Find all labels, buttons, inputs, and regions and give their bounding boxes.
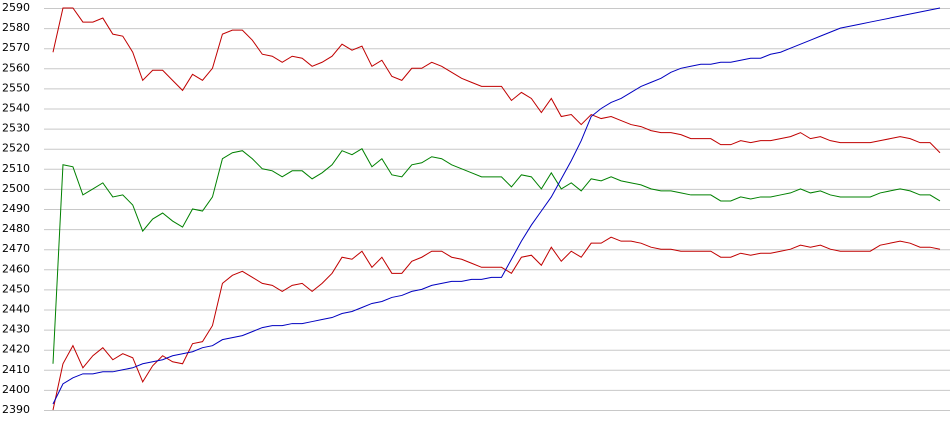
y-tick-label: 2450 [2,282,30,295]
y-tick-label: 2530 [2,122,30,135]
y-tick-label: 2560 [2,61,30,74]
y-tick-label: 2400 [2,383,30,396]
y-tick-label: 2410 [2,363,30,376]
y-tick-label: 2420 [2,343,30,356]
y-tick-label: 2390 [2,403,30,416]
y-tick-label: 2550 [2,81,30,94]
y-tick-label: 2540 [2,102,30,115]
series-line [52,148,941,364]
y-tick-label: 2580 [2,21,30,34]
y-tick-label: 2440 [2,303,30,316]
y-tick-label: 2490 [2,202,30,215]
y-tick-label: 2430 [2,323,30,336]
y-tick-label: 2570 [2,41,30,54]
y-tick-label: 2520 [2,142,30,155]
series-line [52,7,941,154]
y-tick-label: 2480 [2,222,30,235]
y-tick-label: 2460 [2,262,30,275]
y-tick-label: 2510 [2,162,30,175]
y-tick-label: 2500 [2,182,30,195]
series-line [52,236,941,411]
y-tick-label: 2590 [2,1,30,14]
y-tick-label: 2470 [2,242,30,255]
series-line [52,7,941,405]
